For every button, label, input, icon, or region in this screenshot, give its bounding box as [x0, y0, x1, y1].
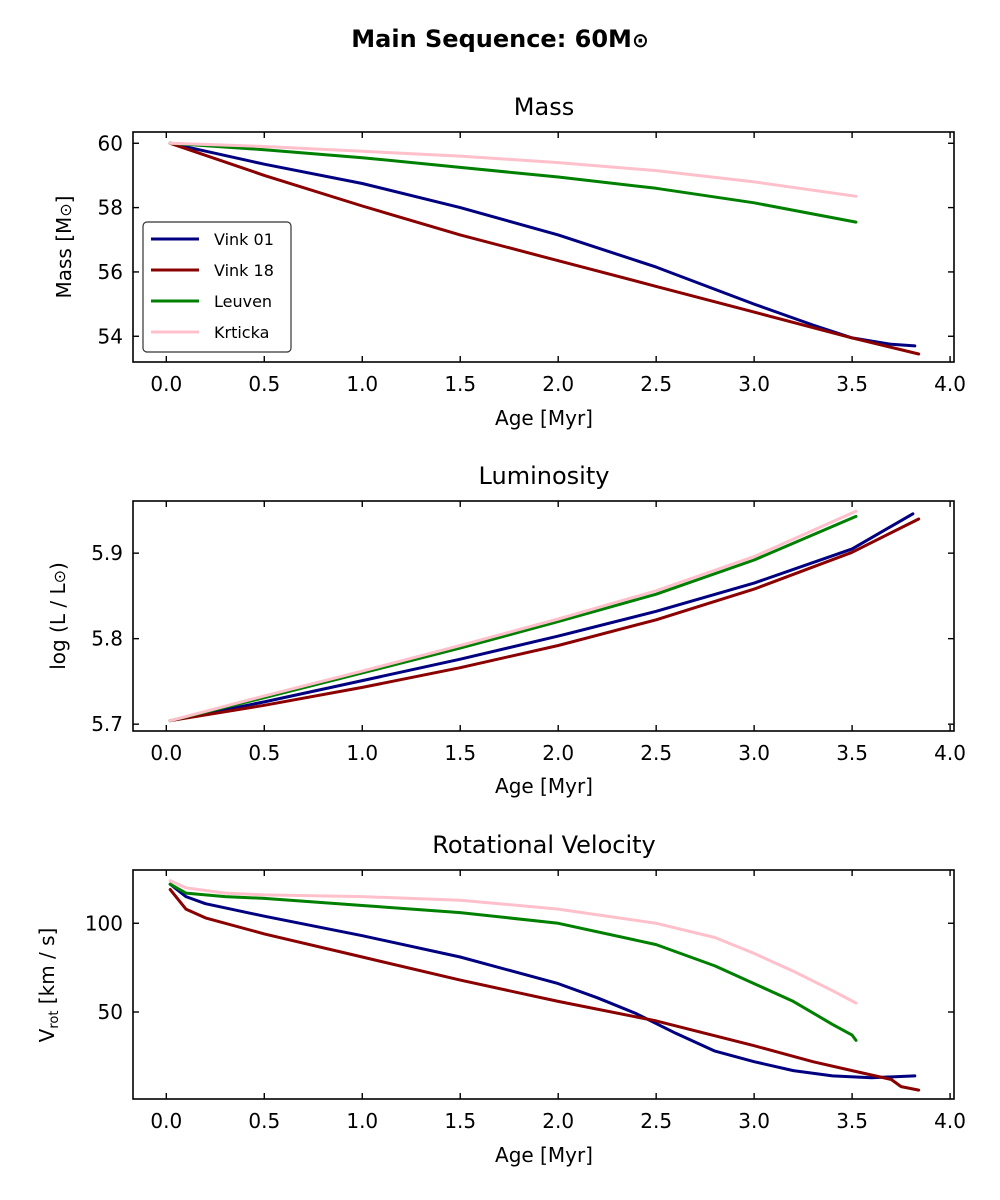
velocity-y-axis-label: Vrot [km / s]: [35, 928, 62, 1043]
velocity-xtick-label: 1.5: [444, 1109, 476, 1133]
velocity-ticks: 0.0 0.5 1.0 1.5 2.0 2.5 3.0 3.5 4.0 50 100: [85, 870, 966, 1133]
velocity-xtick-label: 3.0: [738, 1109, 770, 1133]
mass-plot-frame: [132, 131, 955, 363]
mass-xtick-label: 2.5: [640, 372, 672, 396]
luminosity-xtick-label: 2.0: [542, 741, 574, 765]
luminosity-xtick-label: 0.0: [150, 741, 182, 765]
mass-xtick-label: 3.0: [738, 372, 770, 396]
mass-xtick-label: 4.0: [934, 372, 966, 396]
velocity-xtick-label: 2.0: [542, 1109, 574, 1133]
velocity-plot-frame: [132, 869, 955, 1100]
velocity-y-axis-label-end: [km / s]: [35, 928, 59, 1011]
figure-title-main: Main Sequence: 60M: [351, 25, 632, 53]
luminosity-xtick-label: 1.0: [346, 741, 378, 765]
velocity-y-axis-label-main: V: [35, 1028, 59, 1042]
luminosity-line-krticka: [168, 509, 858, 723]
mass-xtick-label: 1.5: [444, 372, 476, 396]
luminosity-ticks: 0.0 0.5 1.0 1.5 2.0 2.5 3.0 3.5 4.0 5.7 5.8 5.9: [91, 501, 966, 765]
mass-line-krticka: [168, 141, 858, 198]
mass-xtick-label: 3.5: [836, 372, 868, 396]
velocity-x-axis-label: Age [Myr]: [495, 1143, 593, 1167]
mass-series: [168, 141, 921, 356]
luminosity-ytick-label: 5.9: [91, 541, 123, 565]
legend-label-leuven: Leuven: [214, 292, 272, 311]
legend-label-krticka: Krticka: [214, 323, 269, 342]
velocity-ytick-label: 50: [98, 1000, 123, 1024]
velocity-xtick-label: 0.0: [150, 1109, 182, 1133]
velocity-xtick-label: 2.5: [640, 1109, 672, 1133]
luminosity-y-axis-label-sym: ⊙: [50, 570, 69, 583]
legend: Vink 01 Vink 18 Leuven Krticka: [142, 221, 292, 353]
velocity-line-vink-18: [168, 888, 921, 1092]
velocity-series: [168, 879, 921, 1092]
mass-xtick-label: 0.0: [150, 372, 182, 396]
mass-ytick-label: 54: [98, 324, 123, 348]
figure-title: Main Sequence: 60M⊙: [351, 25, 648, 53]
velocity-line-leuven: [168, 882, 858, 1042]
luminosity-xtick-label: 4.0: [934, 741, 966, 765]
mass-ticks: 0.0 0.5 1.0 1.5 2.0 2.5 3.0 3.5 4.0 54 56 58 60: [98, 131, 966, 396]
mass-xtick-label: 0.5: [248, 372, 280, 396]
legend-label-vink01: Vink 01: [214, 230, 274, 249]
mass-line-vink-18: [168, 141, 921, 356]
velocity-y-axis-label-sub: rot: [47, 1011, 62, 1029]
luminosity-y-axis-label: log (L / L⊙): [46, 562, 70, 670]
luminosity-xtick-label: 2.5: [640, 741, 672, 765]
velocity-line-krticka: [168, 879, 858, 1005]
mass-line-leuven: [168, 141, 858, 224]
luminosity-xtick-label: 3.5: [836, 741, 868, 765]
mass-x-axis-label: Age [Myr]: [495, 406, 593, 430]
velocity-xtick-label: 1.0: [346, 1109, 378, 1133]
legend-label-vink18: Vink 18: [214, 261, 274, 280]
luminosity-line-vink-18: [168, 517, 921, 723]
mass-y-axis-label-end: ]: [52, 196, 76, 204]
luminosity-y-axis-label-end: ): [46, 562, 70, 570]
mass-y-axis-label-sym: ⊙: [56, 203, 75, 216]
velocity-line-vink-01: [168, 882, 917, 1080]
mass-panel: Mass 0.0 0.5 1.0 1.5 2.0 2.5 3.0 3.5 4.0 54 56 58 60…: [52, 93, 966, 430]
mass-xtick-label: 2.0: [542, 372, 574, 396]
mass-y-axis-label-main: Mass [M: [52, 217, 76, 299]
velocity-xtick-label: 0.5: [248, 1109, 280, 1133]
mass-ytick-label: 56: [98, 260, 123, 284]
luminosity-ytick-label: 5.7: [91, 712, 123, 736]
luminosity-panel-title: Luminosity: [479, 462, 610, 490]
mass-ytick-label: 60: [98, 131, 123, 155]
mass-xtick-label: 1.0: [346, 372, 378, 396]
mass-ytick-label: 58: [98, 196, 123, 220]
luminosity-x-axis-label: Age [Myr]: [495, 774, 593, 798]
mass-panel-title: Mass: [514, 93, 574, 121]
mass-y-axis-label: Mass [M⊙]: [52, 196, 76, 299]
luminosity-xtick-label: 3.0: [738, 741, 770, 765]
luminosity-ytick-label: 5.8: [91, 627, 123, 651]
luminosity-xtick-label: 1.5: [444, 741, 476, 765]
velocity-panel: Rotational Velocity 0.0 0.5 1.0 1.5 2.0 2.5 3.…: [35, 831, 966, 1167]
luminosity-xtick-label: 0.5: [248, 741, 280, 765]
luminosity-plot-frame: [132, 500, 955, 732]
velocity-panel-title: Rotational Velocity: [432, 831, 656, 859]
luminosity-panel: Luminosity 0.0 0.5 1.0 1.5 2.0 2.5 3.0 3.5 4.0 5.…: [46, 462, 966, 798]
velocity-xtick-label: 3.5: [836, 1109, 868, 1133]
luminosity-line-leuven: [168, 514, 858, 723]
luminosity-y-axis-label-main: log (L / L: [46, 583, 70, 670]
luminosity-line-vink-01: [168, 512, 915, 723]
legend-frame: [142, 221, 292, 353]
velocity-xtick-label: 4.0: [934, 1109, 966, 1133]
velocity-ytick-label: 100: [85, 911, 123, 935]
figure-title-sun-symbol: ⊙: [632, 28, 649, 52]
luminosity-series: [168, 509, 921, 723]
